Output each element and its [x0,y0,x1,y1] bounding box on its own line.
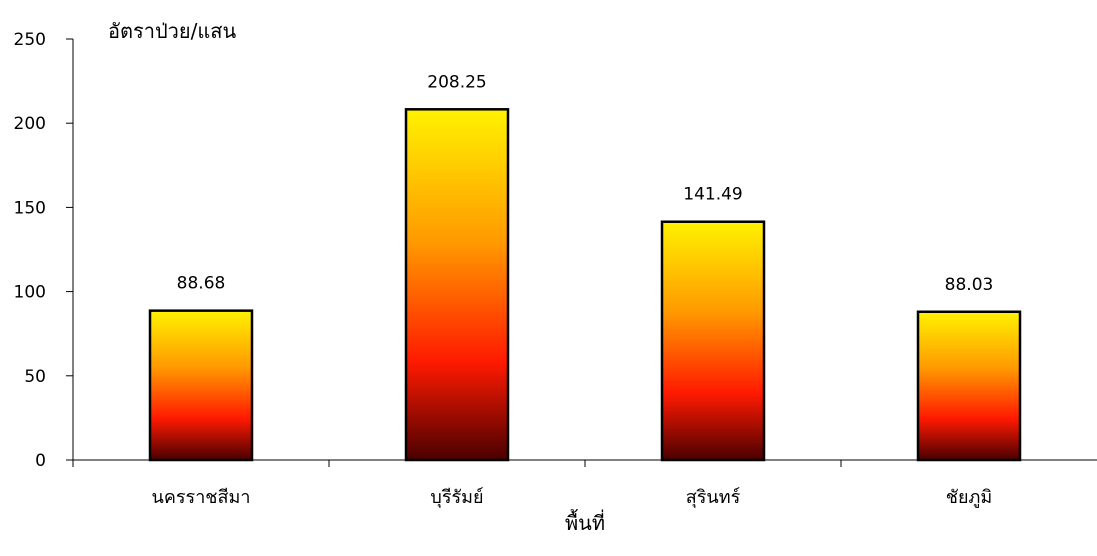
bar-3 [660,220,766,462]
y-tick-label: 100 [14,283,46,303]
data-label: 88.68 [177,274,226,294]
x-category-label: สุรินทร์ [686,487,741,508]
y-tick-label: 0 [35,451,46,471]
bar-2 [404,108,510,462]
data-label: 141.49 [683,185,742,205]
x-axis-title: พื้นที่ [565,509,605,535]
data-label: 88.03 [945,275,994,295]
x-axis-ticks [72,460,842,467]
y-axis-title: อัตราป่วย/แสน [108,19,236,43]
data-label: 208.25 [427,72,486,92]
y-tick-label: 150 [14,198,46,218]
x-category-label: ชัยภูมิ [946,487,993,508]
x-category-label: นครราชสีมา [152,487,251,508]
y-tick-label: 200 [14,114,46,134]
y-axis-ticks: 0 50 100 150 200 250 [14,30,73,471]
y-tick-label: 250 [14,30,46,50]
x-category-label: บุรีรัมย์ [430,487,483,508]
bars: 88.68 นครราชสีมา 208.25 บุรีรัมย์ 141.49 สุริ… [148,72,1022,508]
bar-1 [148,309,254,462]
y-tick-label: 50 [24,367,46,387]
bar-4 [916,310,1022,462]
